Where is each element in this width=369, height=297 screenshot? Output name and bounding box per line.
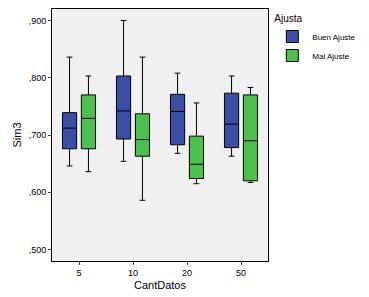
svg-text:20: 20 (182, 268, 192, 278)
svg-text:CantDatos: CantDatos (134, 279, 186, 291)
svg-text:5: 5 (76, 268, 81, 278)
svg-text:Buen Ajuste: Buen Ajuste (312, 33, 355, 42)
svg-text:,800: ,800 (29, 73, 47, 83)
svg-text:,600: ,600 (29, 187, 47, 197)
svg-text:,500: ,500 (29, 245, 47, 255)
svg-text:Ajusta: Ajusta (274, 13, 302, 24)
svg-text:,900: ,900 (29, 16, 47, 26)
svg-text:Sim3: Sim3 (11, 122, 23, 147)
svg-text:50: 50 (236, 268, 246, 278)
svg-text:Mal Ajuste: Mal Ajuste (312, 52, 349, 61)
svg-text:10: 10 (128, 268, 138, 278)
svg-text:,700: ,700 (29, 130, 47, 140)
